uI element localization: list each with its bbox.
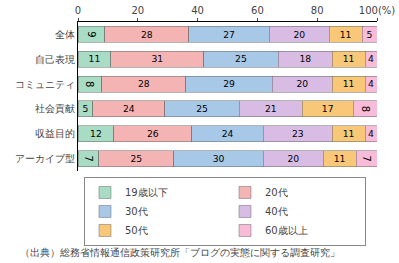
svg-text:30代: 30代 [125,206,148,217]
svg-text:30: 30 [213,153,225,164]
svg-text:80: 80 [311,5,324,16]
svg-text:全体: 全体 [55,29,75,40]
svg-text:20: 20 [296,78,308,89]
svg-text:11: 11 [343,78,355,89]
svg-text:25: 25 [196,103,208,114]
svg-text:コミュニティ: コミュニティ [15,79,75,90]
svg-text:60歳以上: 60歳以上 [265,225,308,236]
svg-text:20代: 20代 [265,187,288,198]
svg-text:11: 11 [343,128,355,139]
svg-text:17: 17 [322,103,334,114]
svg-text:自己表現: 自己表現 [35,54,75,65]
svg-text:8: 8 [84,81,95,87]
svg-text:アーカイブ型: アーカイブ型 [15,153,75,164]
svg-text:100(%): 100(%) [359,5,395,16]
svg-text:社会貢献: 社会貢献 [35,103,75,114]
svg-text:11: 11 [334,153,346,164]
svg-text:5: 5 [367,29,373,40]
svg-text:4: 4 [368,53,374,64]
svg-text:40代: 40代 [265,206,288,217]
svg-text:20: 20 [287,153,299,164]
svg-text:21: 21 [265,103,277,114]
svg-text:26: 26 [147,128,159,139]
svg-text:7: 7 [83,155,94,161]
svg-text:50代: 50代 [125,225,148,236]
svg-text:25: 25 [130,153,142,164]
svg-text:4: 4 [368,78,374,89]
svg-text:24: 24 [123,103,135,114]
svg-text:20: 20 [131,5,144,16]
svg-text:11: 11 [89,53,101,64]
svg-text:31: 31 [151,53,163,64]
svg-text:5: 5 [83,103,89,114]
svg-text:0: 0 [75,5,81,16]
svg-text:4: 4 [368,128,374,139]
svg-text:8: 8 [360,106,371,112]
svg-text:9: 9 [86,31,97,37]
svg-text:24: 24 [222,128,234,139]
svg-text:25: 25 [235,53,247,64]
svg-text:（出典）総務省情報通信政策研究所「ブログの実態に関する調査研: （出典）総務省情報通信政策研究所「ブログの実態に関する調査研究」 [20,247,340,258]
svg-text:11: 11 [340,29,352,40]
svg-text:19歳以下: 19歳以下 [125,187,168,198]
svg-text:収益目的: 収益目的 [35,128,75,139]
svg-text:60: 60 [251,5,264,16]
svg-text:28: 28 [141,29,153,40]
svg-text:27: 27 [223,29,235,40]
svg-text:18: 18 [299,53,311,64]
svg-text:20: 20 [293,29,305,40]
svg-text:29: 29 [223,78,235,89]
svg-text:7: 7 [361,155,372,161]
svg-text:11: 11 [343,53,355,64]
svg-text:12: 12 [90,128,102,139]
svg-text:23: 23 [292,128,304,139]
svg-text:28: 28 [138,78,150,89]
svg-text:40: 40 [191,5,204,16]
